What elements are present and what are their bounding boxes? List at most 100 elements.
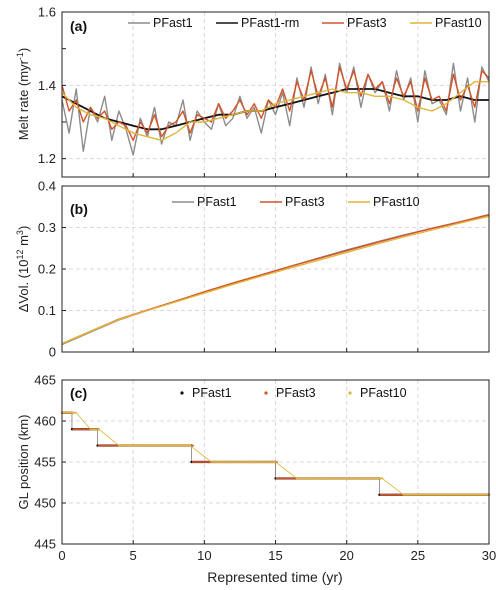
gl-point — [391, 493, 394, 496]
gl-point — [404, 493, 406, 496]
gl-point — [357, 477, 360, 480]
gl-point — [399, 493, 402, 496]
y-tick-label: 1.4 — [38, 78, 56, 93]
gl-point — [221, 461, 224, 463]
gl-point — [277, 477, 280, 480]
step-connector — [75, 412, 91, 430]
gl-point — [69, 411, 72, 414]
gl-point — [164, 444, 167, 447]
gl-point — [130, 444, 133, 447]
gl-point — [230, 461, 233, 463]
gl-point — [184, 444, 187, 447]
step-connector — [189, 445, 212, 463]
gl-point — [194, 461, 197, 463]
gl-point — [75, 428, 78, 431]
gl-point — [191, 444, 194, 447]
gl-point — [241, 461, 244, 463]
gl-point — [314, 477, 317, 480]
gl-point — [327, 477, 330, 480]
gl-point — [382, 493, 385, 496]
gl-point — [485, 493, 488, 496]
gl-point — [201, 461, 204, 463]
gl-point — [85, 428, 88, 431]
gl-point — [102, 444, 105, 447]
gl-point — [200, 461, 203, 463]
gl-point — [123, 444, 126, 447]
gl-point — [307, 477, 310, 480]
gl-point — [231, 461, 234, 463]
ylabel-a: Melt rate (myr-1) — [15, 48, 31, 141]
gl-point — [283, 477, 285, 480]
gl-point — [359, 477, 362, 480]
gl-point — [226, 461, 229, 463]
gl-point — [325, 477, 328, 480]
gl-point — [389, 493, 392, 496]
gl-point — [248, 461, 251, 463]
gl-point — [153, 444, 156, 447]
gl-point — [422, 493, 425, 496]
gl-point — [263, 461, 266, 463]
gl-point — [244, 461, 247, 463]
gl-point — [80, 428, 83, 431]
x-tick-label: 0 — [58, 548, 65, 563]
gl-point — [238, 461, 241, 463]
gl-point — [146, 444, 149, 447]
gl-point — [243, 461, 246, 463]
y-tick-label: 0.4 — [38, 179, 56, 194]
gl-point — [332, 477, 335, 480]
gl-point — [436, 493, 439, 496]
gl-point — [458, 493, 461, 496]
yticks-b: 0 0.1 0.2 0.3 0.4 — [38, 179, 66, 360]
gl-point — [251, 461, 254, 463]
gl-point — [408, 493, 411, 496]
gl-point — [349, 477, 352, 480]
gl-point — [482, 493, 485, 496]
legend-label-pfast10: PFast10 — [373, 195, 420, 209]
gl-point — [180, 444, 183, 447]
gl-point — [311, 477, 314, 480]
gl-point — [95, 428, 98, 431]
gl-point — [113, 444, 116, 447]
gl-point — [315, 477, 318, 480]
grid-a — [62, 12, 489, 177]
gl-point — [177, 444, 180, 447]
gl-point — [223, 461, 226, 463]
gl-point — [65, 411, 68, 414]
gl-point — [414, 493, 416, 496]
gl-point — [140, 444, 143, 447]
y-tick-label: 455 — [34, 455, 56, 470]
gl-point — [174, 444, 177, 447]
gl-point — [179, 444, 182, 447]
gl-point — [210, 461, 213, 463]
gl-point — [72, 411, 75, 414]
x-tick-label: 25 — [411, 548, 425, 563]
gl-point — [240, 461, 243, 463]
gl-point — [384, 493, 387, 496]
gl-point — [348, 477, 351, 480]
gl-point — [411, 493, 414, 496]
gl-point — [253, 461, 256, 463]
gl-point — [341, 477, 344, 480]
gl-point — [322, 477, 325, 480]
gl-point — [89, 428, 92, 431]
gl-point — [438, 493, 441, 496]
gl-point — [63, 411, 66, 414]
x-tick-label: 10 — [197, 548, 211, 563]
series-b — [61, 213, 490, 346]
gl-point — [258, 461, 261, 463]
gl-point — [388, 493, 391, 496]
gl-point — [203, 461, 206, 463]
gl-point — [213, 461, 216, 463]
gl-point — [300, 477, 303, 480]
x-tick-label: 5 — [130, 548, 137, 563]
y-tick-label: 445 — [34, 537, 56, 552]
gl-point — [186, 444, 189, 447]
gl-point — [365, 477, 368, 480]
gl-point — [368, 477, 371, 480]
gl-point — [147, 444, 150, 447]
gl-point — [166, 444, 169, 447]
series-c — [60, 411, 491, 496]
gl-point — [236, 461, 239, 463]
gl-point — [237, 461, 240, 463]
gl-point — [369, 477, 372, 480]
